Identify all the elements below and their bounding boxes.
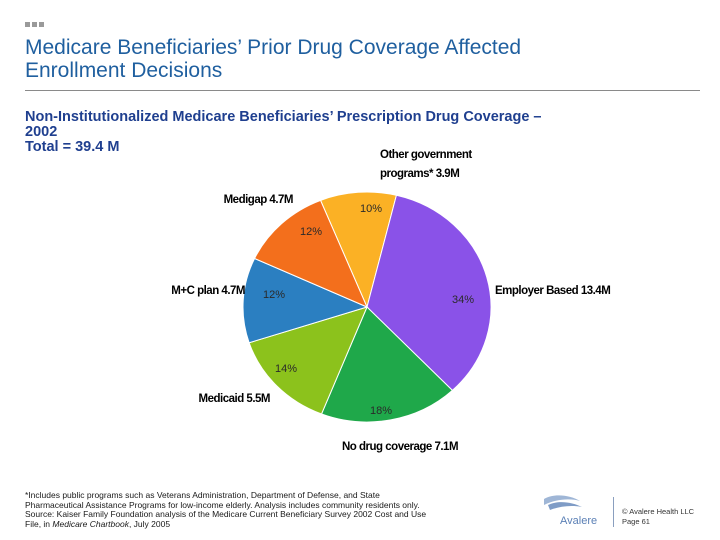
pie-slice-6 (253, 199, 368, 308)
slice-category-label: Other government programs* 3.9M (380, 149, 472, 180)
page-number: Page 61 (622, 517, 650, 526)
footnote-line-1: *Includes public programs such as Vetera… (25, 490, 380, 500)
slice-percent-label: 14% (275, 363, 297, 375)
slice-category-label: Medicaid 5.5M (199, 393, 270, 405)
pie-slice-1 (319, 191, 398, 309)
pie-labels: 10% Other government programs* 3.9M 34% Empl… (171, 149, 610, 453)
slice-percent-label: 10% (360, 203, 382, 215)
title-ornament (25, 22, 44, 27)
pie-slice-3 (320, 306, 454, 423)
footnote-line-3: Source: Kaiser Family Foundation analysi… (25, 509, 427, 520)
footnote-date: , July 2005 (128, 518, 171, 529)
pie-slices (242, 191, 492, 423)
page-title: Medicare Beneficiaries’ Prior Drug Cover… (25, 36, 685, 82)
copyright-text: © Avalere Health LLC (622, 507, 695, 516)
title-divider (25, 90, 700, 91)
pie-slice-4 (248, 306, 368, 415)
avalere-logo: Avalere (544, 495, 597, 527)
slice-percent-label: 18% (370, 405, 392, 417)
pie-slice-5 (242, 257, 369, 344)
footnote: *Includes public programs such as Vetera… (25, 490, 525, 530)
footnote-publication: Medicare Chartbook (52, 518, 129, 529)
subtitle-line-2: 2002 (25, 124, 58, 140)
slice-category-label: M+C plan 4.7M (171, 285, 245, 297)
slice-category-label: Employer Based 13.4M (495, 285, 610, 297)
title-line-1: Medicare Beneficiaries’ Prior Drug Cover… (25, 36, 522, 59)
copyright: © Avalere Health LLC Page 61 (622, 507, 717, 527)
footnote-text: File, in (25, 518, 53, 529)
subtitle-total: Total = 39.4 M (25, 139, 120, 155)
subtitle-line-1: Non-Institutionalized Medicare Beneficia… (25, 109, 542, 125)
logo-divider (613, 497, 614, 527)
title-line-2: Enrollment Decisions (25, 59, 223, 82)
footnote-line-2: Pharmaceutical Assistance Programs for l… (25, 499, 420, 510)
slice-percent-label: 34% (452, 294, 474, 306)
footnote-line-4: File, in Medicare Chartbook, July 2005 (25, 518, 525, 530)
chart-subtitle: Non-Institutionalized Medicare Beneficia… (25, 110, 705, 155)
pie-slice-2 (366, 194, 492, 392)
slice-percent-label: 12% (263, 289, 285, 301)
logo-text: Avalere (560, 515, 597, 527)
slice-percent-label: 12% (300, 226, 322, 238)
slice-category-label: Medigap 4.7M (224, 194, 293, 206)
slice-category-label: No drug coverage 7.1M (342, 441, 458, 453)
